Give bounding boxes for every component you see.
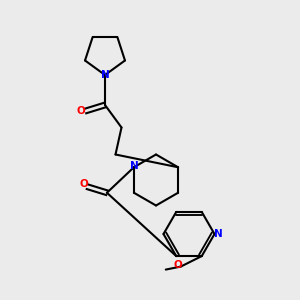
Text: O: O xyxy=(80,179,88,189)
Text: O: O xyxy=(174,260,183,270)
Text: N: N xyxy=(130,161,138,171)
Text: N: N xyxy=(100,70,109,80)
Text: O: O xyxy=(76,106,85,116)
Text: N: N xyxy=(214,229,223,239)
